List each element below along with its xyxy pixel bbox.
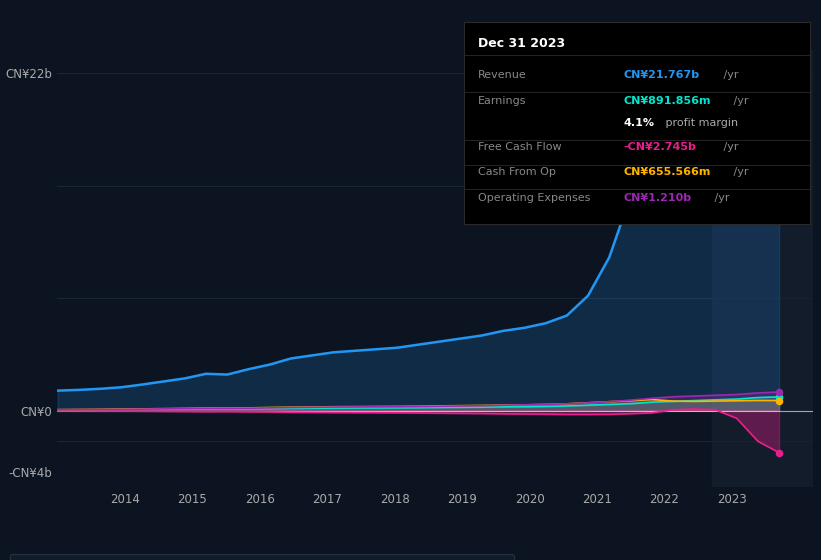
Text: Dec 31 2023: Dec 31 2023 [478,36,565,49]
Text: /yr: /yr [720,142,739,152]
Point [773,72,786,81]
Text: Revenue: Revenue [478,70,526,80]
Text: profit margin: profit margin [662,118,738,128]
Text: CN¥1.210b: CN¥1.210b [623,193,691,203]
Point [773,448,786,457]
Text: CN¥891.856m: CN¥891.856m [623,96,711,106]
Text: Earnings: Earnings [478,96,526,106]
Point [773,388,786,396]
Bar [712,50,813,487]
Text: CN¥655.566m: CN¥655.566m [623,166,711,176]
Point [773,396,786,405]
Text: Operating Expenses: Operating Expenses [478,193,590,203]
Legend: Revenue, Earnings, Free Cash Flow, Cash From Op, Operating Expenses: Revenue, Earnings, Free Cash Flow, Cash … [10,554,513,560]
Text: /yr: /yr [710,193,729,203]
Text: -CN¥2.745b: -CN¥2.745b [623,142,696,152]
Text: /yr: /yr [730,166,749,176]
Text: Free Cash Flow: Free Cash Flow [478,142,562,152]
Text: Cash From Op: Cash From Op [478,166,556,176]
Text: /yr: /yr [730,96,749,106]
Text: CN¥21.767b: CN¥21.767b [623,70,699,80]
Text: /yr: /yr [720,70,739,80]
Text: 4.1%: 4.1% [623,118,654,128]
Point [773,393,786,402]
